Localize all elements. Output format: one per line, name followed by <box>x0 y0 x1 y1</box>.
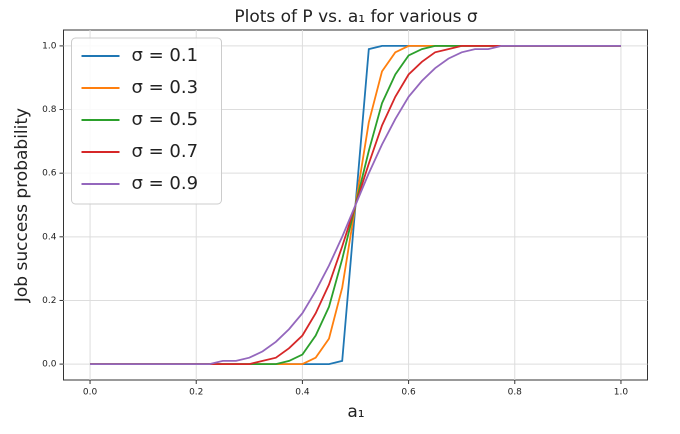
x-tick-label: 0.6 <box>401 388 416 398</box>
y-tick-label: 0.0 <box>42 360 57 370</box>
y-tick-label: 0.8 <box>42 105 57 115</box>
y-axis-label: Job success probability <box>12 108 32 303</box>
x-axis-label: a₁ <box>347 402 364 422</box>
x-tick-label: 0.0 <box>83 388 98 398</box>
y-tick-label: 1.0 <box>42 41 57 51</box>
y-tick-label: 0.2 <box>42 296 56 306</box>
legend-label: σ = 0.9 <box>132 173 199 194</box>
legend: σ = 0.1 σ = 0.3 σ = 0.5 σ = 0.7 σ = 0.9 <box>71 37 222 205</box>
y-tick-label: 0.4 <box>42 232 57 242</box>
x-tick-label: 1.0 <box>614 388 629 398</box>
legend-label: σ = 0.5 <box>132 109 199 130</box>
x-tick-label: 0.2 <box>189 388 203 398</box>
x-tick-label: 0.8 <box>508 388 523 398</box>
x-tick-label: 0.4 <box>295 388 310 398</box>
y-tick-label: 0.6 <box>42 169 57 179</box>
legend-box <box>71 37 222 205</box>
legend-label: σ = 0.7 <box>132 141 199 162</box>
series-line <box>90 45 621 366</box>
chart-title: Plots of P vs. a₁ for various σ <box>234 7 478 27</box>
legend-label: σ = 0.3 <box>132 77 199 98</box>
legend-label: σ = 0.1 <box>132 45 199 66</box>
